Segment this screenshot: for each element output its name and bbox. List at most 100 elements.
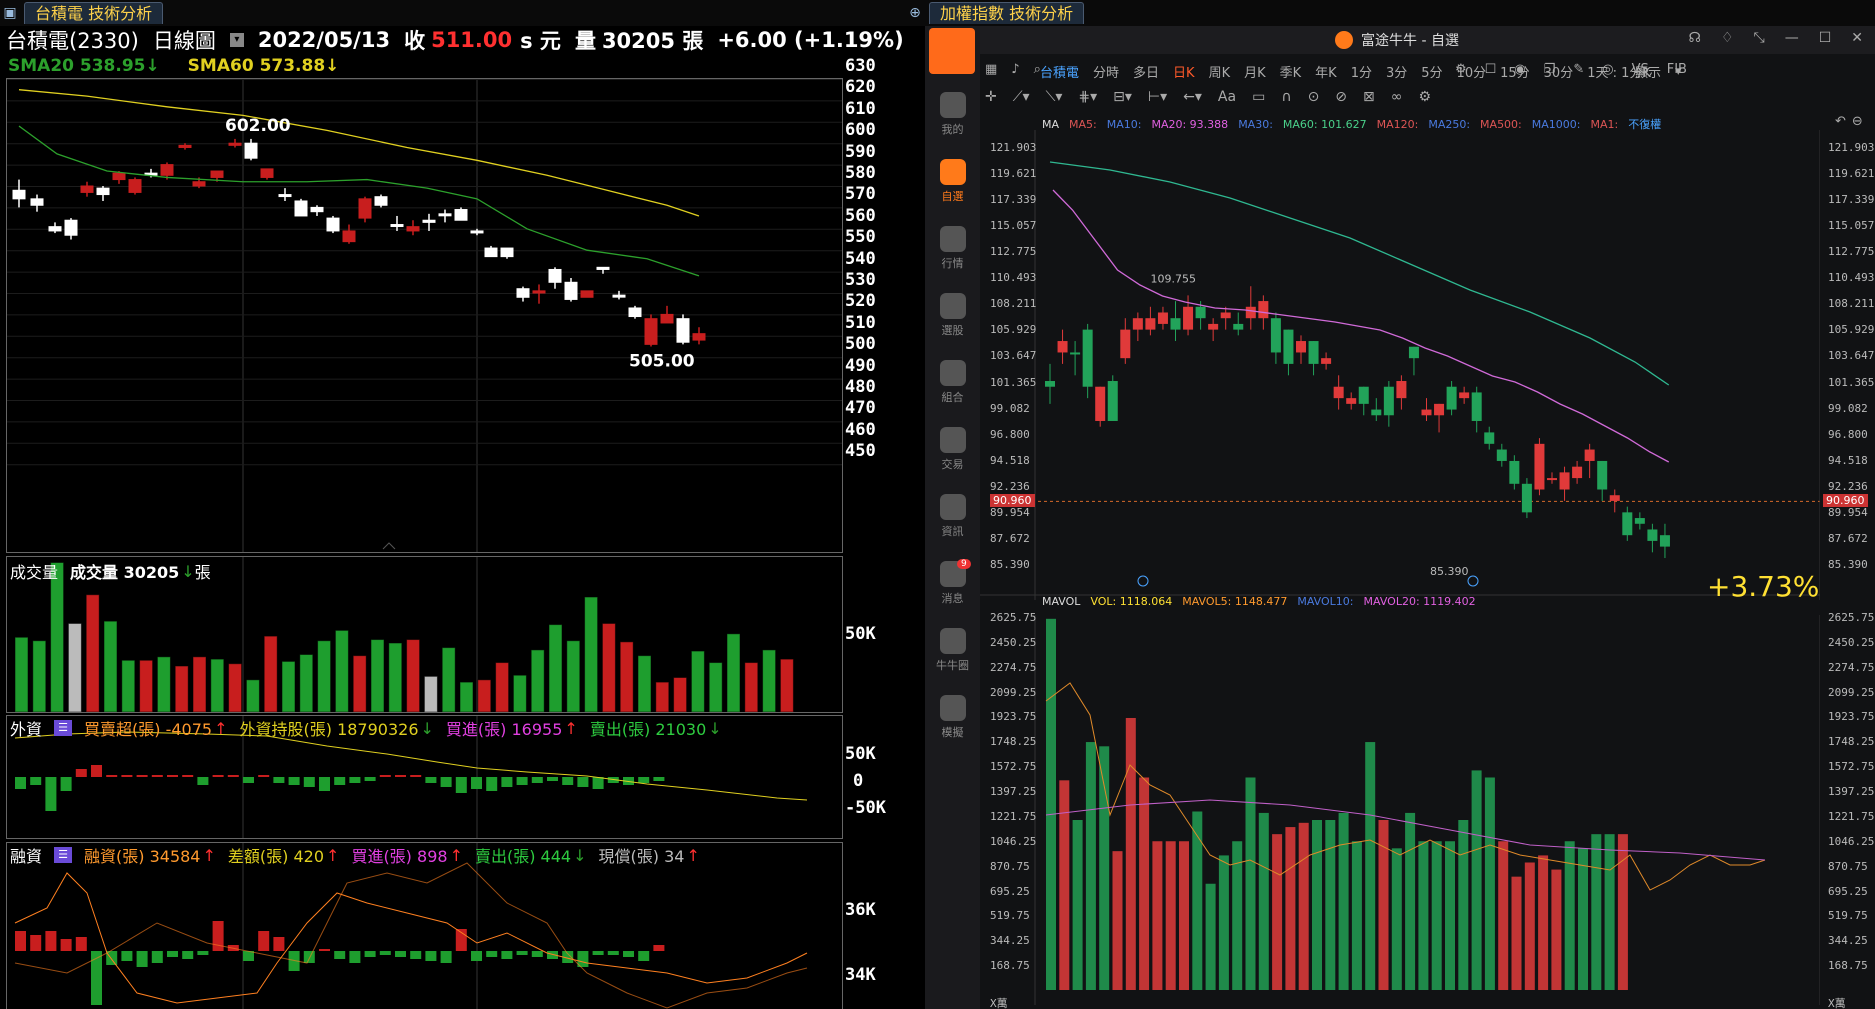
period-tab[interactable]: 日K <box>1173 66 1195 81</box>
volume-panel[interactable] <box>6 556 843 713</box>
futu-avatar[interactable] <box>929 28 975 74</box>
camera-icon[interactable]: ◉ <box>1514 62 1526 77</box>
volume-tick-right: 344.25 <box>1828 934 1868 948</box>
tab-index-technical[interactable]: 加權指數 技術分析 <box>929 2 1085 24</box>
mavol-legend: MAVOL VOL: 1118.064 MAVOL5: 1148.477 MAVOL1… <box>1042 595 1476 608</box>
pen-icon[interactable]: ✎ <box>1573 62 1585 77</box>
volume-bar <box>548 624 563 713</box>
foreign-bar <box>425 777 437 783</box>
period-tab[interactable]: 30分 <box>1543 66 1574 81</box>
headset-icon[interactable]: ☊ <box>1688 30 1701 46</box>
sidebar-label: 選股 <box>941 324 964 337</box>
fib-tool-icon[interactable]: ⊟▾ <box>1113 89 1132 105</box>
undo-icon[interactable]: ↶ <box>1835 114 1846 129</box>
sidebar-item-1[interactable]: 自選 <box>925 159 980 204</box>
period-tab[interactable]: 1分 <box>1350 66 1372 81</box>
gear-icon[interactable]: ⚙ <box>1455 62 1467 77</box>
sidebar-item-4[interactable]: 組合 <box>925 360 980 405</box>
ma-label[interactable]: 不復權 <box>1628 118 1662 131</box>
sidebar-item-7[interactable]: 消息 9 <box>925 559 980 606</box>
minus-icon[interactable]: ⊖ <box>1851 114 1863 129</box>
foreign-panel[interactable] <box>6 715 843 839</box>
sidebar-item-2[interactable]: 行情 <box>925 226 980 271</box>
hide-icon[interactable]: ⊘ <box>1335 89 1348 105</box>
channel-tool-icon[interactable]: ⋕▾ <box>1078 89 1098 105</box>
list-icon[interactable]: ☰ <box>54 720 73 736</box>
period-tab[interactable]: 季K <box>1279 66 1302 81</box>
vs-button[interactable]: VS <box>1631 62 1649 77</box>
sidebar-item-6[interactable]: 資訊 <box>925 494 980 539</box>
futu-volume-bar <box>1378 819 1389 990</box>
period-tab[interactable]: 周K <box>1208 66 1231 81</box>
list-icon-2[interactable]: ☰ <box>54 847 73 863</box>
event-marker-icon[interactable] <box>1467 575 1479 587</box>
foreign-bar <box>653 777 665 781</box>
period-tab[interactable]: 年K <box>1315 66 1337 81</box>
lock-icon[interactable]: ⊙ <box>1307 89 1320 105</box>
futu-volume-bar <box>1218 855 1229 990</box>
close-icon[interactable]: ✕ <box>1851 30 1863 46</box>
sidebar-item-5[interactable]: 交易 <box>925 427 980 472</box>
period-tab[interactable]: 月K <box>1244 66 1266 81</box>
price-tick-left: 85.390 <box>990 558 1030 571</box>
price-tick-left: 92.236 <box>990 479 1030 493</box>
copy-icon[interactable]: ❐ <box>1543 62 1556 77</box>
mavol-label: MAVOL10: <box>1297 595 1354 608</box>
bell-icon[interactable]: ♪ <box>1011 62 1020 77</box>
period-tab[interactable]: 5分 <box>1421 66 1443 81</box>
period-tab[interactable]: 3分 <box>1385 66 1408 81</box>
shirt-icon[interactable]: ♢ <box>1720 30 1734 46</box>
futu-candle <box>1434 403 1445 433</box>
search-icon[interactable]: ⌕ <box>1033 62 1041 77</box>
period-tab[interactable]: 10分 <box>1456 66 1487 81</box>
arrow-tool-icon[interactable]: ←▾ <box>1183 89 1202 105</box>
text-tool-icon[interactable]: Aa <box>1217 89 1237 105</box>
display-menu[interactable]: 顯示 ▾ <box>1635 64 1682 81</box>
comment-icon[interactable]: ▭ <box>1252 89 1266 105</box>
sidebar-label: 組合 <box>941 391 964 404</box>
price-panel[interactable]: 602.00 505.00 <box>6 78 843 553</box>
volume-bar <box>584 596 599 713</box>
collapse-icon[interactable]: ⤡ <box>1753 30 1765 46</box>
candle <box>438 209 452 223</box>
eye-icon[interactable]: ◎ <box>1602 62 1614 77</box>
foreign-bar <box>379 775 391 777</box>
margin-panel[interactable] <box>6 842 843 1009</box>
grid-icon[interactable]: ▦ <box>985 62 998 77</box>
period-tab[interactable]: 分時 <box>1093 66 1120 81</box>
period-tab[interactable]: 1天 : 1分K <box>1587 66 1651 81</box>
trash-icon[interactable]: ⊠ <box>1363 89 1375 105</box>
stock-tab[interactable]: 台積電 <box>1040 66 1080 81</box>
price-tick-left: 119.621 <box>990 167 1037 181</box>
dropdown-icon[interactable]: ▾ <box>229 33 244 47</box>
square-icon[interactable]: ☐ <box>1484 62 1497 77</box>
ma-label[interactable]: MA <box>1042 117 1060 131</box>
volume-tick-left: 519.75 <box>990 909 1030 923</box>
display-label[interactable]: 顯示 <box>1635 66 1662 81</box>
sidebar-item-9[interactable]: 模擬 <box>925 695 980 740</box>
margin-bar <box>15 931 26 951</box>
period-tab[interactable]: 15分 <box>1500 66 1530 81</box>
event-marker-icon[interactable] <box>1137 575 1149 587</box>
sidebar-item-3[interactable]: 選股 <box>925 293 980 338</box>
link-icon[interactable]: ∞ <box>1390 89 1403 105</box>
settings-icon[interactable]: ⚙ <box>1418 89 1431 105</box>
sidebar-item-8[interactable]: 牛牛圈 <box>925 628 980 673</box>
foreign-bar <box>623 777 634 785</box>
foreign-bar <box>75 769 87 777</box>
line-tool-icon[interactable]: ⟋▾ <box>1012 89 1030 105</box>
minimize-icon[interactable]: — <box>1784 30 1799 46</box>
fib-button[interactable]: FIB <box>1666 62 1687 77</box>
price-tick-left: 121.903 <box>990 141 1037 154</box>
measure-icon[interactable]: ⊢▾ <box>1147 89 1168 105</box>
crosshair-icon[interactable]: ✛ <box>985 89 997 105</box>
chart-type[interactable]: 日線圖 <box>152 29 216 53</box>
period-tab[interactable]: 多日 <box>1133 66 1160 81</box>
magnet-icon[interactable]: ∩ <box>1281 89 1292 105</box>
sidebar-icon <box>939 360 966 386</box>
sidebar-item-0[interactable]: 我的 <box>925 92 980 137</box>
zoom-icon[interactable]: ⊕ <box>909 5 921 21</box>
ray-tool-icon[interactable]: ⟍▾ <box>1045 89 1063 105</box>
tab-tsmc-technical[interactable]: 台積電 技術分析 <box>24 2 164 24</box>
maximize-icon[interactable]: ☐ <box>1818 30 1832 46</box>
